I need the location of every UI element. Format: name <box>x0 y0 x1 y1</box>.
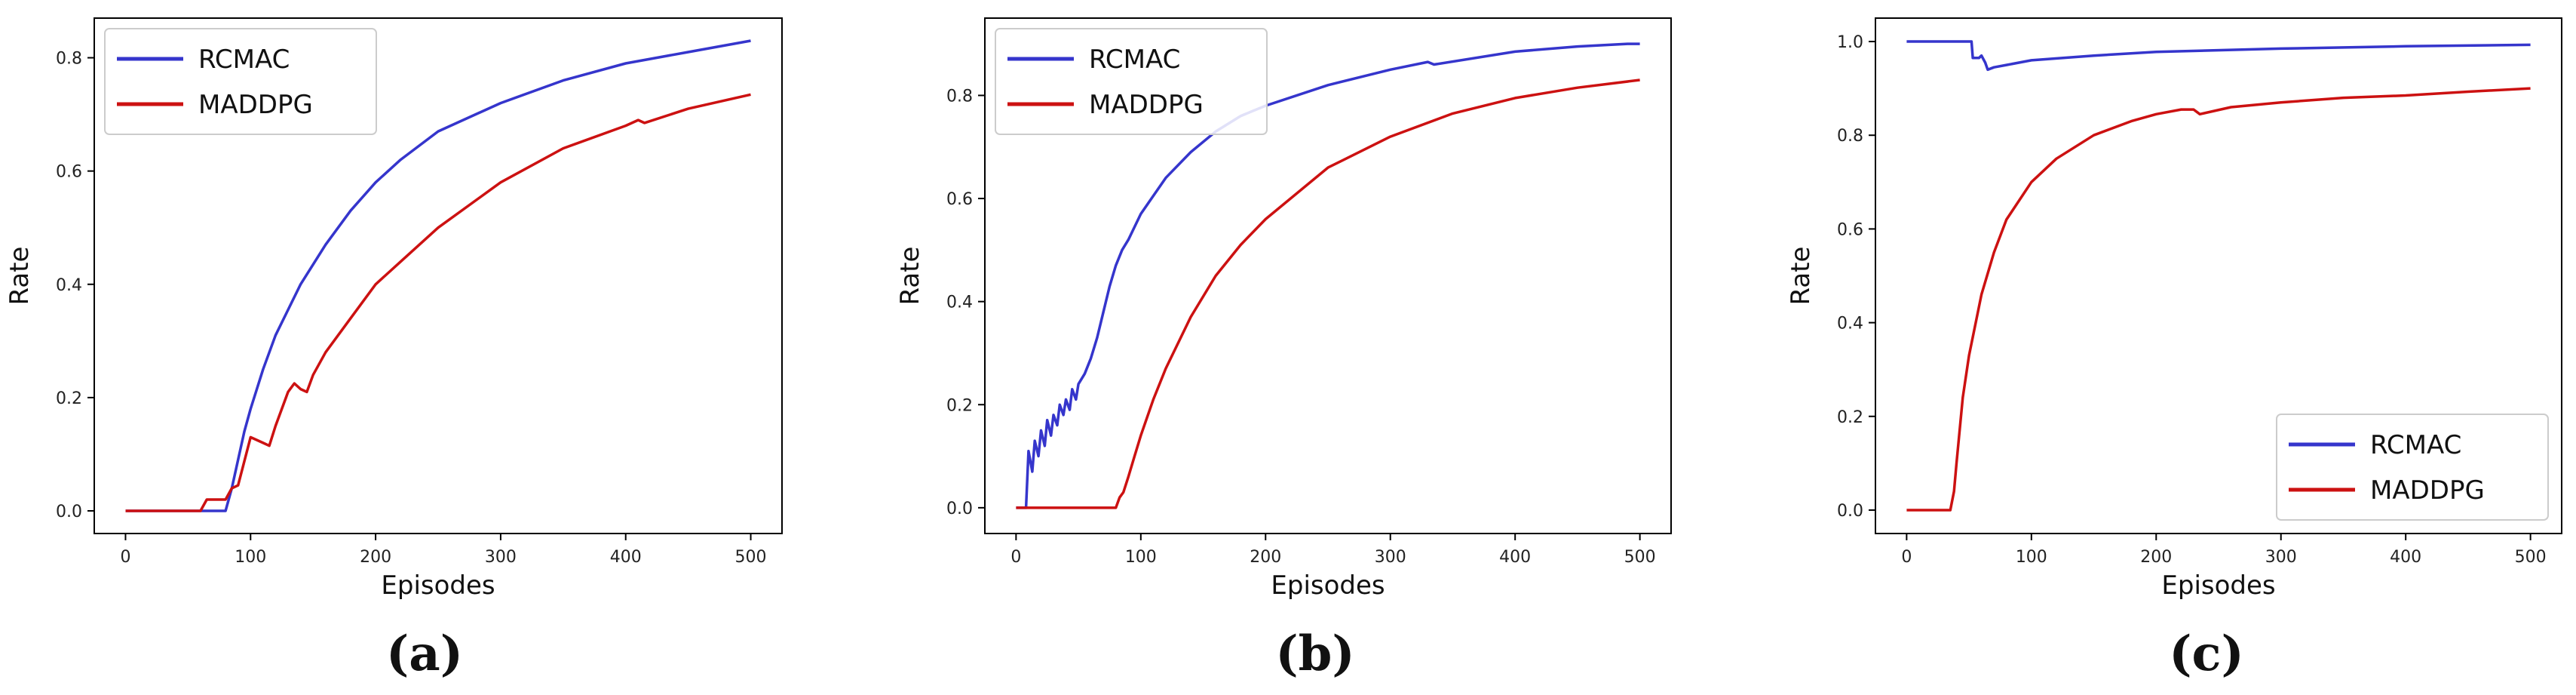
chart-panel-1: 0 100 200 300 400 500 0.0 0.2 0.4 0.6 0.8 Episodes R… <box>895 17 1672 682</box>
legend-box <box>2276 414 2549 521</box>
x-tick-label: 400 <box>610 548 642 567</box>
y-tick-label: 0.6 <box>946 190 973 209</box>
y-tick-label: 0.8 <box>56 50 82 69</box>
x-tick-label: 400 <box>1499 548 1531 567</box>
x-tick-label: 200 <box>1250 548 1281 567</box>
legend-label: MADDPG <box>1089 90 1204 120</box>
y-tick-label: 0.0 <box>946 500 973 518</box>
y-tick-label: 0.8 <box>946 87 973 106</box>
x-tick-label: 100 <box>1125 548 1157 567</box>
y-tick-label: 0.6 <box>1837 220 1863 239</box>
legend: RCMAC MADDPG <box>995 28 1268 135</box>
y-tick-label: 0.2 <box>1837 408 1863 427</box>
panel-caption: (b) <box>1275 626 1354 682</box>
legend-label: MADDPG <box>198 90 313 120</box>
series-line-maddpg <box>125 93 751 512</box>
y-tick-label: 0.4 <box>1837 315 1863 334</box>
chart-panel-0: 0 100 200 300 400 500 0.0 0.2 0.4 0.6 0.8 Episodes R… <box>5 17 783 682</box>
y-tick-label: 0.0 <box>1837 502 1863 521</box>
legend-box <box>995 28 1268 135</box>
series-line-maddpg <box>1906 87 2531 512</box>
x-tick-label: 200 <box>360 548 391 567</box>
legend-label: MADDPG <box>2370 475 2485 506</box>
x-tick-label: 100 <box>2016 548 2047 567</box>
y-tick-label: 0.4 <box>946 294 973 312</box>
y-tick-label: 0.4 <box>56 276 82 295</box>
y-tick-label: 0.2 <box>946 396 973 415</box>
x-axis-label: Episodes <box>381 570 495 601</box>
legend-label: RCMAC <box>2370 430 2461 460</box>
y-tick-label: 0.0 <box>56 503 82 521</box>
legend-box <box>104 28 377 135</box>
series-line-maddpg <box>1016 78 1640 509</box>
plot-frame <box>1875 17 2562 534</box>
plot-frame <box>94 17 783 534</box>
legend: RCMAC MADDPG <box>104 28 377 135</box>
y-axis-label: Rate <box>895 247 925 306</box>
x-axis-label: Episodes <box>2161 570 2275 601</box>
x-tick-label: 0 <box>1901 548 1912 567</box>
x-tick-label: 500 <box>735 548 767 567</box>
panel-caption: (c) <box>2169 626 2244 682</box>
x-tick-label: 300 <box>1375 548 1406 567</box>
series-line-rcmac <box>125 39 751 512</box>
x-tick-label: 300 <box>2265 548 2297 567</box>
y-axis-label: Rate <box>5 247 35 306</box>
series-line-rcmac <box>1016 42 1640 509</box>
x-tick-label: 300 <box>485 548 517 567</box>
x-tick-label: 0 <box>120 548 130 567</box>
x-tick-label: 0 <box>1010 548 1021 567</box>
series-line-rcmac <box>1906 40 2531 72</box>
panel-caption: (a) <box>386 626 463 682</box>
y-tick-label: 0.8 <box>1837 127 1863 146</box>
y-tick-label: 0.6 <box>56 163 82 182</box>
x-tick-label: 100 <box>235 548 266 567</box>
y-tick-label: 0.2 <box>56 389 82 408</box>
x-axis-label: Episodes <box>1271 570 1385 601</box>
y-tick-label: 1.0 <box>1837 33 1863 52</box>
legend: RCMAC MADDPG <box>2276 414 2549 521</box>
legend-label: RCMAC <box>198 45 290 75</box>
plot-frame <box>984 17 1672 534</box>
legend-label: RCMAC <box>1089 45 1180 75</box>
y-axis-label: Rate <box>1786 247 1816 306</box>
x-tick-label: 400 <box>2390 548 2421 567</box>
chart-panel-2: 0 100 200 300 400 500 0.0 0.2 0.4 0.6 0.8 1.0 Episod… <box>1786 17 2562 682</box>
x-tick-label: 500 <box>2515 548 2547 567</box>
x-tick-label: 500 <box>1624 548 1656 567</box>
x-tick-label: 200 <box>2140 548 2172 567</box>
